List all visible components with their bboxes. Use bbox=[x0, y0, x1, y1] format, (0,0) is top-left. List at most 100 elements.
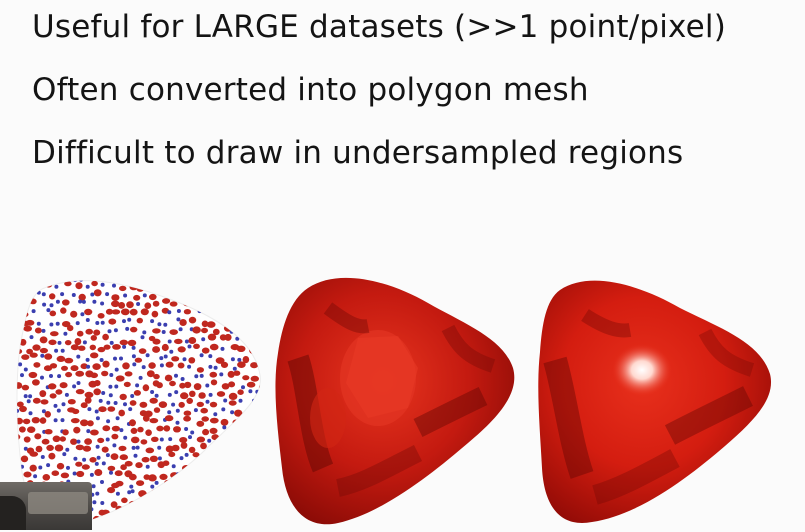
point-splat bbox=[17, 320, 19, 327]
bullet-list: Useful for LARGE datasets (>>1 point/pix… bbox=[32, 9, 792, 199]
point-splat bbox=[162, 298, 171, 304]
point-splat bbox=[101, 370, 109, 377]
point-splat bbox=[149, 418, 159, 424]
point-splat bbox=[89, 344, 97, 351]
point-splat bbox=[44, 429, 53, 435]
point-splat bbox=[200, 407, 208, 414]
point-splat bbox=[17, 430, 18, 435]
point-splat bbox=[81, 299, 86, 304]
point-splat bbox=[100, 320, 105, 325]
point-splat bbox=[113, 356, 117, 361]
point-splat bbox=[221, 280, 229, 282]
point-splat bbox=[235, 317, 240, 322]
point-splat bbox=[55, 321, 60, 326]
point-splat bbox=[21, 384, 30, 391]
point-splat bbox=[250, 375, 259, 382]
point-splat bbox=[215, 470, 220, 475]
point-splat bbox=[193, 302, 201, 309]
point-splat bbox=[19, 426, 26, 433]
point-splat bbox=[55, 389, 63, 395]
point-splat bbox=[123, 435, 128, 440]
point-splat bbox=[207, 333, 217, 341]
point-splat bbox=[235, 302, 239, 307]
point-splat bbox=[255, 280, 261, 282]
point-splat bbox=[17, 453, 19, 458]
point-splat bbox=[111, 309, 121, 315]
point-splat bbox=[152, 496, 160, 504]
point-splat bbox=[127, 317, 132, 322]
point-splat bbox=[254, 460, 261, 468]
point-splat bbox=[209, 401, 218, 408]
point-splat bbox=[49, 363, 58, 369]
point-splat bbox=[228, 434, 237, 441]
point-splat bbox=[23, 436, 31, 443]
point-splat bbox=[142, 384, 150, 392]
point-splat bbox=[39, 390, 47, 398]
point-splat bbox=[179, 319, 187, 326]
point-splat bbox=[212, 290, 220, 296]
point-splat bbox=[145, 499, 154, 506]
point-splat bbox=[157, 445, 162, 450]
point-splat bbox=[111, 300, 120, 308]
point-splat bbox=[76, 439, 81, 444]
point-splat bbox=[22, 418, 31, 425]
point-splat bbox=[49, 374, 53, 378]
point-splat bbox=[156, 273, 164, 280]
point-splat bbox=[151, 310, 159, 318]
point-splat bbox=[237, 361, 246, 368]
point-splat bbox=[108, 384, 113, 389]
point-splat bbox=[20, 373, 24, 378]
point-splat bbox=[78, 299, 83, 304]
point-splat bbox=[60, 292, 65, 297]
point-splat bbox=[208, 392, 213, 397]
point-splat bbox=[140, 335, 145, 340]
point-splat bbox=[229, 469, 237, 476]
point-splat bbox=[154, 480, 159, 485]
point-splat bbox=[241, 471, 250, 478]
point-splat bbox=[94, 380, 101, 387]
point-splat bbox=[241, 435, 251, 442]
point-splat bbox=[222, 425, 227, 430]
point-cloud-svg bbox=[16, 273, 261, 524]
point-splat bbox=[152, 346, 161, 353]
point-splat bbox=[225, 455, 230, 460]
point-splat bbox=[70, 418, 80, 424]
point-splat bbox=[256, 348, 261, 354]
point-splat bbox=[72, 471, 77, 476]
point-splat bbox=[209, 343, 219, 351]
point-splat bbox=[28, 371, 38, 379]
point-splat bbox=[96, 455, 101, 460]
point-splat bbox=[34, 327, 42, 334]
point-splat bbox=[120, 464, 127, 471]
point-splat bbox=[220, 317, 228, 323]
point-splat bbox=[64, 392, 69, 397]
point-splat bbox=[84, 396, 92, 404]
point-splat bbox=[32, 397, 41, 404]
point-splat bbox=[17, 338, 18, 345]
point-splat bbox=[240, 421, 248, 427]
point-splat bbox=[76, 354, 81, 359]
point-splat bbox=[207, 457, 212, 462]
point-splat bbox=[182, 465, 191, 472]
point-splat bbox=[182, 480, 187, 485]
point-splat bbox=[23, 273, 30, 280]
point-splat bbox=[44, 353, 53, 360]
point-splat bbox=[217, 280, 225, 288]
point-splat bbox=[55, 299, 60, 304]
point-splat bbox=[107, 406, 116, 412]
point-splat bbox=[115, 491, 120, 496]
point-splat bbox=[73, 426, 81, 434]
point-splat bbox=[20, 464, 24, 469]
point-splat bbox=[85, 328, 93, 335]
point-splat bbox=[171, 402, 176, 407]
point-splat bbox=[209, 303, 214, 308]
point-splat bbox=[251, 290, 256, 295]
point-splat bbox=[80, 363, 88, 370]
point-splat bbox=[198, 392, 206, 399]
point-splat bbox=[175, 500, 183, 508]
point-splat bbox=[36, 321, 41, 326]
point-splat bbox=[115, 375, 125, 382]
point-splat bbox=[244, 498, 249, 503]
point-splat bbox=[111, 433, 119, 440]
point-splat bbox=[129, 484, 134, 489]
